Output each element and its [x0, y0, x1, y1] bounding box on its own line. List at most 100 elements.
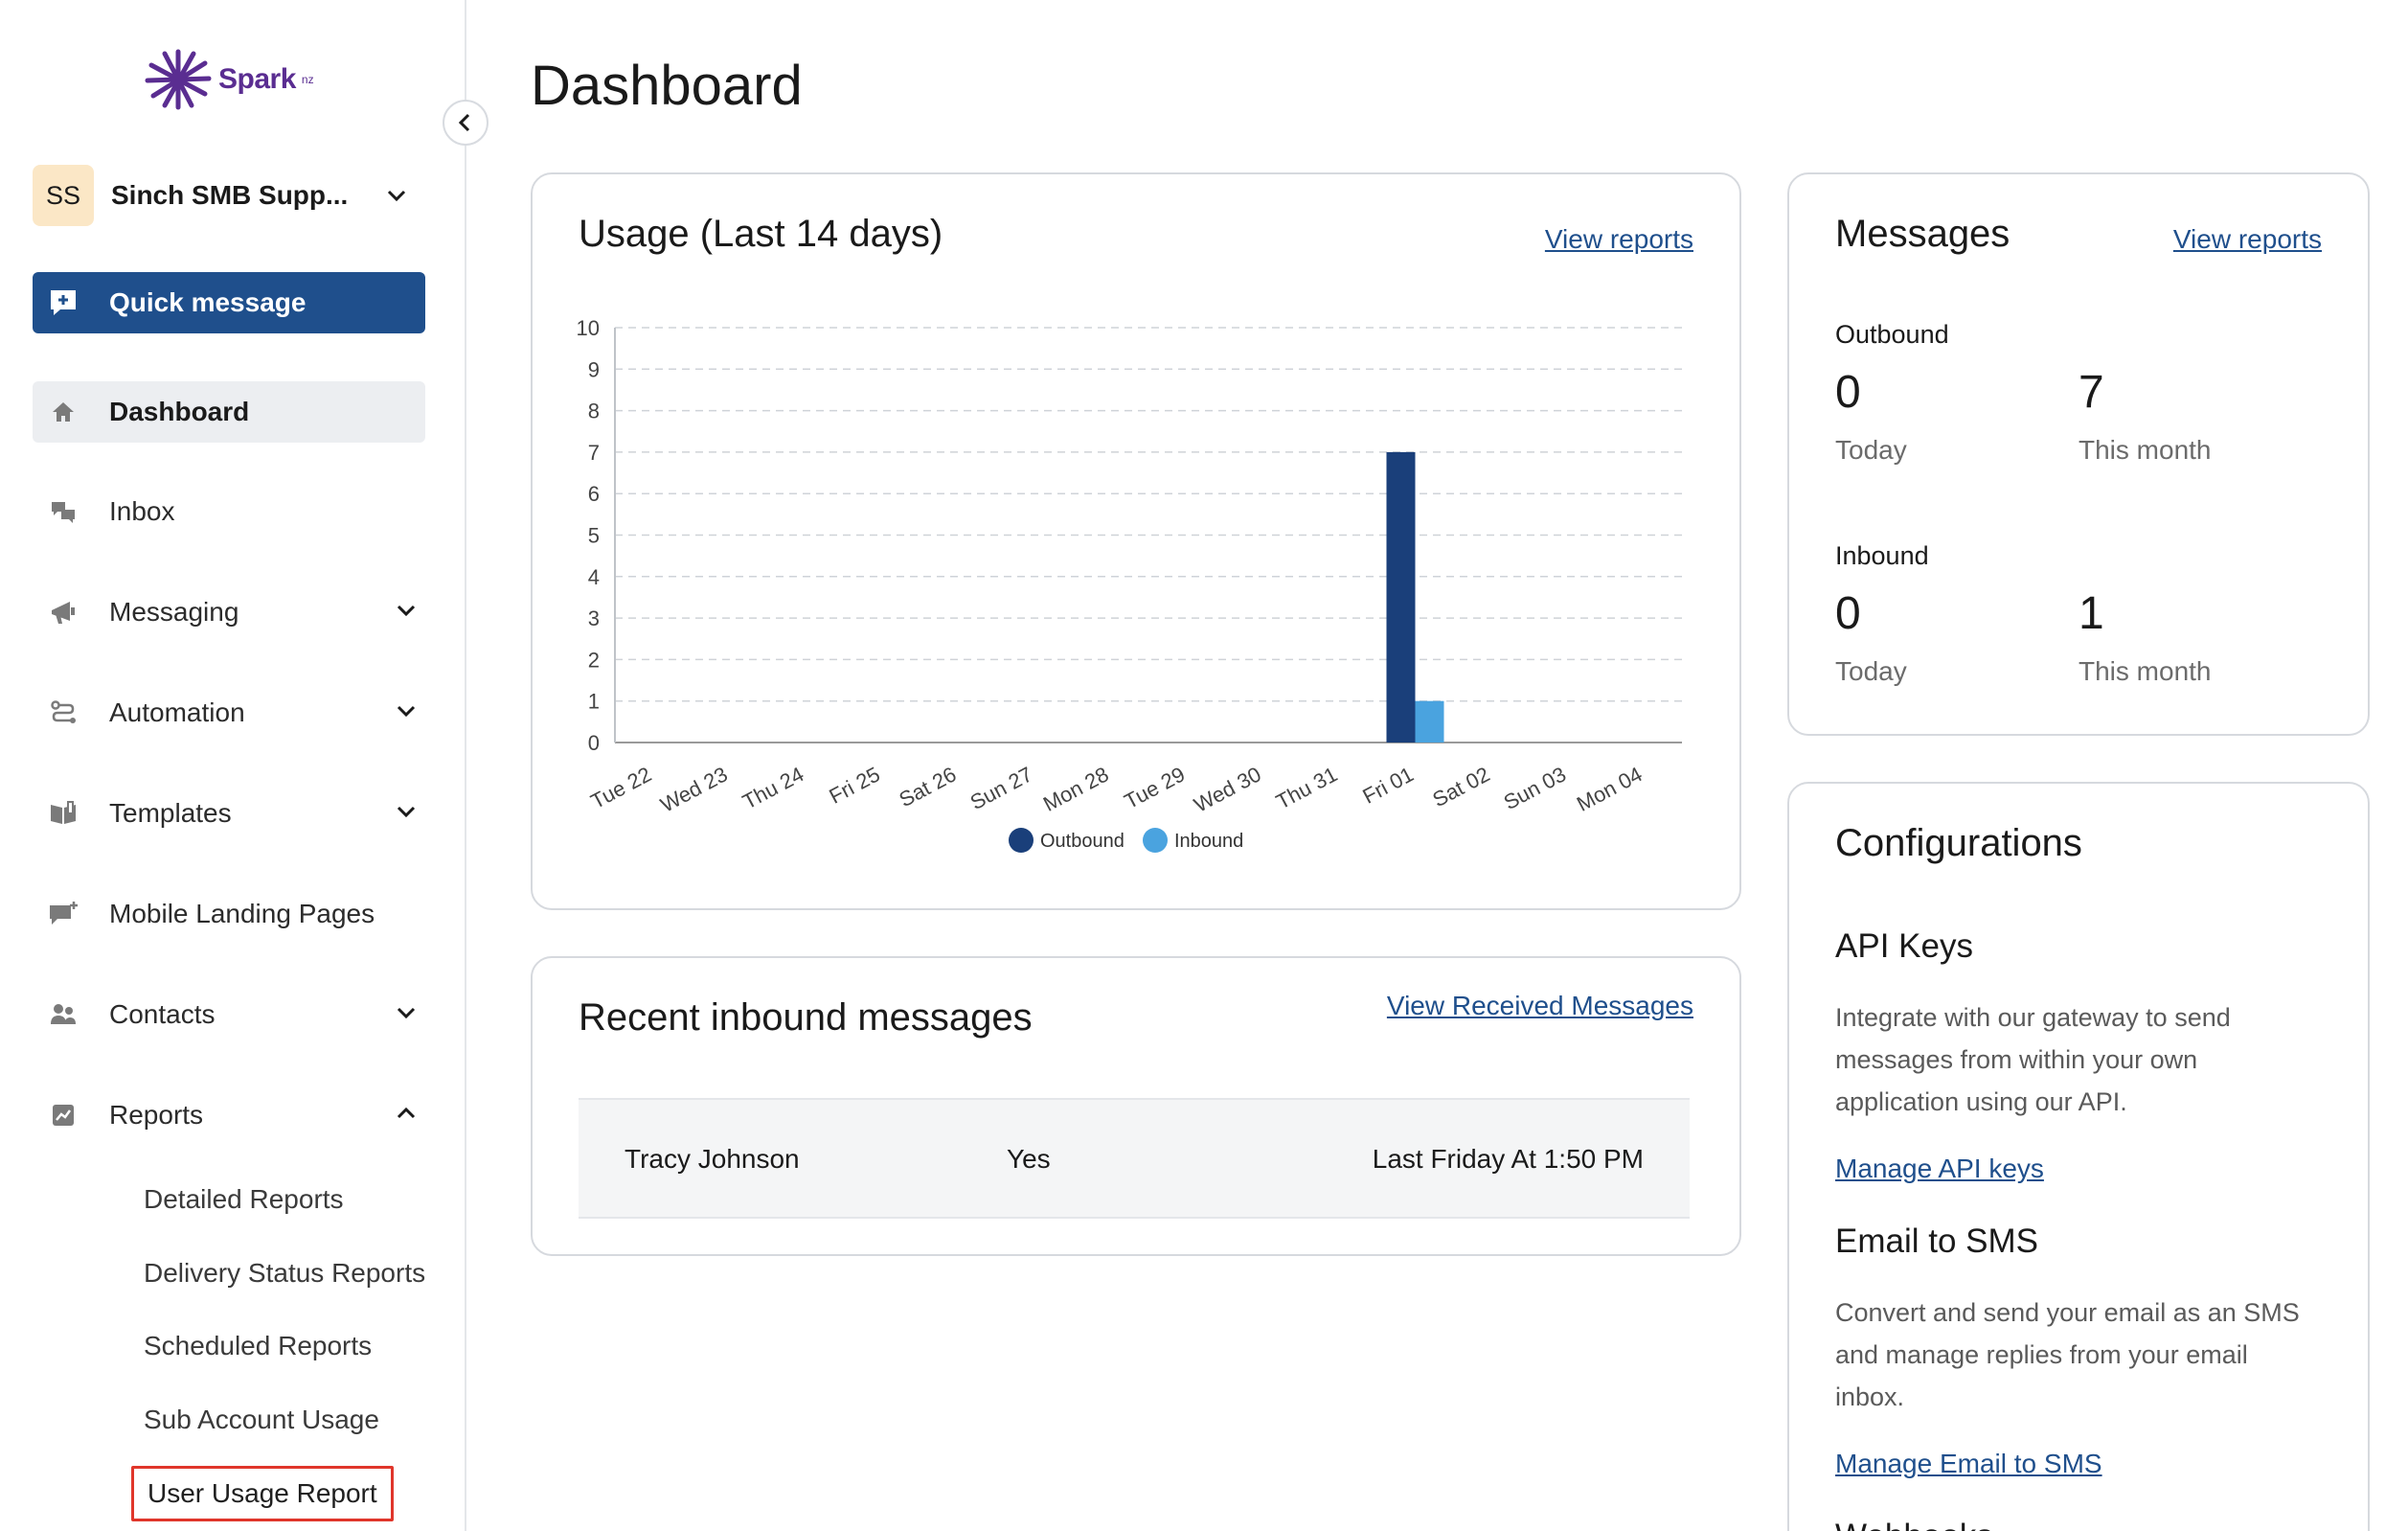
- x-tick-label: Mon 04: [1573, 762, 1647, 816]
- sidebar-subitem-delivery-status-reports[interactable]: Delivery Status Reports: [144, 1258, 426, 1288]
- outbound-month-count: 7: [2079, 367, 2104, 418]
- chart-icon: [48, 1100, 79, 1131]
- spark-star-icon: [145, 49, 212, 110]
- collapse-sidebar-button[interactable]: [443, 100, 488, 146]
- account-switcher[interactable]: SS Sinch SMB Supp...: [33, 165, 425, 226]
- view-received-messages-link[interactable]: View Received Messages: [1386, 991, 1693, 1020]
- usage-card: Usage (Last 14 days) View reports 0 1 2 3 4 5…: [531, 172, 1741, 910]
- outbound-today-count: 0: [1835, 367, 1861, 418]
- people-icon: [48, 999, 79, 1030]
- messages-card: Messages View reports Outbound 0 Today 7…: [1787, 172, 2370, 736]
- sidebar-item-label: Contacts: [109, 999, 216, 1029]
- avatar: SS: [33, 165, 94, 226]
- workflow-icon: [48, 697, 79, 728]
- usage-chart: 0 1 2 3 4 5 6 7 8 9 10 Tue 22 Wed 23 Thu 24 Fri 25 Sat …: [577, 316, 1682, 853]
- sidebar-item-contacts[interactable]: Contacts: [33, 984, 425, 1045]
- y-tick-label: 8: [588, 400, 600, 423]
- manage-api-keys-link[interactable]: Manage API keys: [1835, 1154, 2044, 1183]
- quick-message-button[interactable]: Quick message: [33, 272, 425, 333]
- sidebar-item-label: Reports: [109, 1100, 204, 1130]
- y-tick-label: 1: [588, 690, 600, 714]
- x-tick-label: Mon 28: [1039, 762, 1113, 816]
- brand-name: Spark: [218, 63, 296, 95]
- y-tick-label: 3: [588, 606, 600, 630]
- sender-name: Tracy Johnson: [625, 1144, 800, 1174]
- message-add-icon: [48, 899, 79, 929]
- book-icon: [48, 798, 79, 829]
- sidebar-subitem-sub-account-usage[interactable]: Sub Account Usage: [144, 1405, 379, 1434]
- x-tick-label: Wed 23: [656, 762, 731, 816]
- webhooks-heading: Webhooks: [1835, 1518, 1993, 1531]
- y-tick-label: 6: [588, 482, 600, 506]
- x-tick-label: Tue 22: [587, 762, 656, 813]
- inbound-today-count: 0: [1835, 588, 1861, 639]
- chevron-down-icon: [397, 1007, 416, 1019]
- x-tick-label: Wed 30: [1190, 762, 1264, 816]
- sidebar-item-label: Messaging: [109, 597, 239, 627]
- sidebar-item-messaging[interactable]: Messaging: [33, 582, 425, 643]
- sidebar-item-label: Dashboard: [109, 397, 250, 426]
- chat-bubbles-icon: [48, 496, 79, 527]
- configurations-title: Configurations: [1835, 822, 2082, 864]
- x-tick-label: Sat 02: [1429, 762, 1494, 811]
- recent-inbound-card: Recent inbound messages View Received Me…: [531, 956, 1741, 1256]
- api-keys-description: Integrate with our gateway to send messa…: [1835, 1003, 2231, 1116]
- message-preview: Yes: [1007, 1144, 1051, 1174]
- account-name: Sinch SMB Supp...: [111, 180, 349, 210]
- chevron-down-icon: [397, 806, 416, 818]
- chevron-down-icon: [387, 190, 406, 202]
- brand-suffix: nz: [301, 73, 314, 86]
- x-tick-label: Sat 26: [896, 762, 961, 811]
- sidebar-item-label: Inbox: [109, 496, 175, 526]
- message-plus-icon: [51, 290, 76, 315]
- bar-inbound: [1415, 700, 1444, 743]
- chevron-down-icon: [397, 705, 416, 718]
- sidebar-item-automation[interactable]: Automation: [33, 682, 425, 743]
- table-row[interactable]: Tracy Johnson Yes Last Friday At 1:50 PM: [579, 1098, 1690, 1219]
- messages-view-reports-link[interactable]: View reports: [2172, 224, 2322, 254]
- chevron-left-icon: [458, 113, 470, 132]
- configurations-card: Configurations API Keys Integrate with o…: [1787, 782, 2370, 1531]
- sidebar-item-label: Mobile Landing Pages: [109, 899, 375, 928]
- outbound-today-label: Today: [1835, 435, 1907, 465]
- x-tick-label: Sun 27: [966, 762, 1036, 814]
- sidebar-item-label: Automation: [109, 697, 245, 727]
- brand-logo[interactable]: Spark nz: [144, 48, 314, 111]
- sidebar-subitem-user-usage-report[interactable]: User Usage Report: [131, 1466, 394, 1521]
- email-to-sms-heading: Email to SMS: [1835, 1223, 2038, 1260]
- x-tick-label: Fri 25: [825, 762, 883, 808]
- legend-swatch-outbound: [1009, 828, 1034, 853]
- email-to-sms-description: Convert and send your email as an SMS an…: [1835, 1298, 2300, 1411]
- sidebar-item-label: Templates: [109, 798, 232, 828]
- outbound-label: Outbound: [1835, 320, 1949, 349]
- sidebar-item-mobile-landing-pages[interactable]: Mobile Landing Pages: [33, 883, 425, 945]
- x-tick-label: Thu 24: [738, 762, 807, 813]
- x-tick-label: Sun 03: [1500, 762, 1570, 814]
- legend-swatch-inbound: [1143, 828, 1168, 853]
- chevron-down-icon: [397, 605, 416, 617]
- message-timestamp: Last Friday At 1:50 PM: [1372, 1144, 1644, 1174]
- legend-label-inbound: Inbound: [1174, 831, 1243, 852]
- x-tick-label: Fri 01: [1358, 762, 1417, 808]
- inbound-today-label: Today: [1835, 656, 1907, 686]
- sidebar-item-dashboard[interactable]: Dashboard: [33, 381, 425, 443]
- usage-view-reports-link[interactable]: View reports: [1544, 224, 1693, 254]
- sidebar-subitem-scheduled-reports[interactable]: Scheduled Reports: [144, 1331, 373, 1360]
- inbound-month-label: This month: [2079, 656, 2212, 686]
- sidebar-item-reports[interactable]: Reports: [33, 1085, 425, 1146]
- y-tick-label: 0: [588, 731, 600, 755]
- inbound-month-count: 1: [2079, 588, 2104, 639]
- y-tick-label: 5: [588, 524, 600, 548]
- quick-message-label: Quick message: [109, 287, 307, 317]
- x-tick-label: Thu 31: [1272, 762, 1341, 813]
- y-tick-label: 7: [588, 441, 600, 465]
- manage-email-to-sms-link[interactable]: Manage Email to SMS: [1835, 1449, 2102, 1478]
- inbound-label: Inbound: [1835, 541, 1929, 570]
- api-keys-heading: API Keys: [1835, 927, 1973, 965]
- sidebar-item-templates[interactable]: Templates: [33, 783, 425, 844]
- y-tick-label: 10: [577, 316, 600, 340]
- sidebar-subitem-detailed-reports[interactable]: Detailed Reports: [144, 1184, 344, 1214]
- sidebar-item-inbox[interactable]: Inbox: [33, 481, 425, 542]
- legend-label-outbound: Outbound: [1040, 831, 1124, 852]
